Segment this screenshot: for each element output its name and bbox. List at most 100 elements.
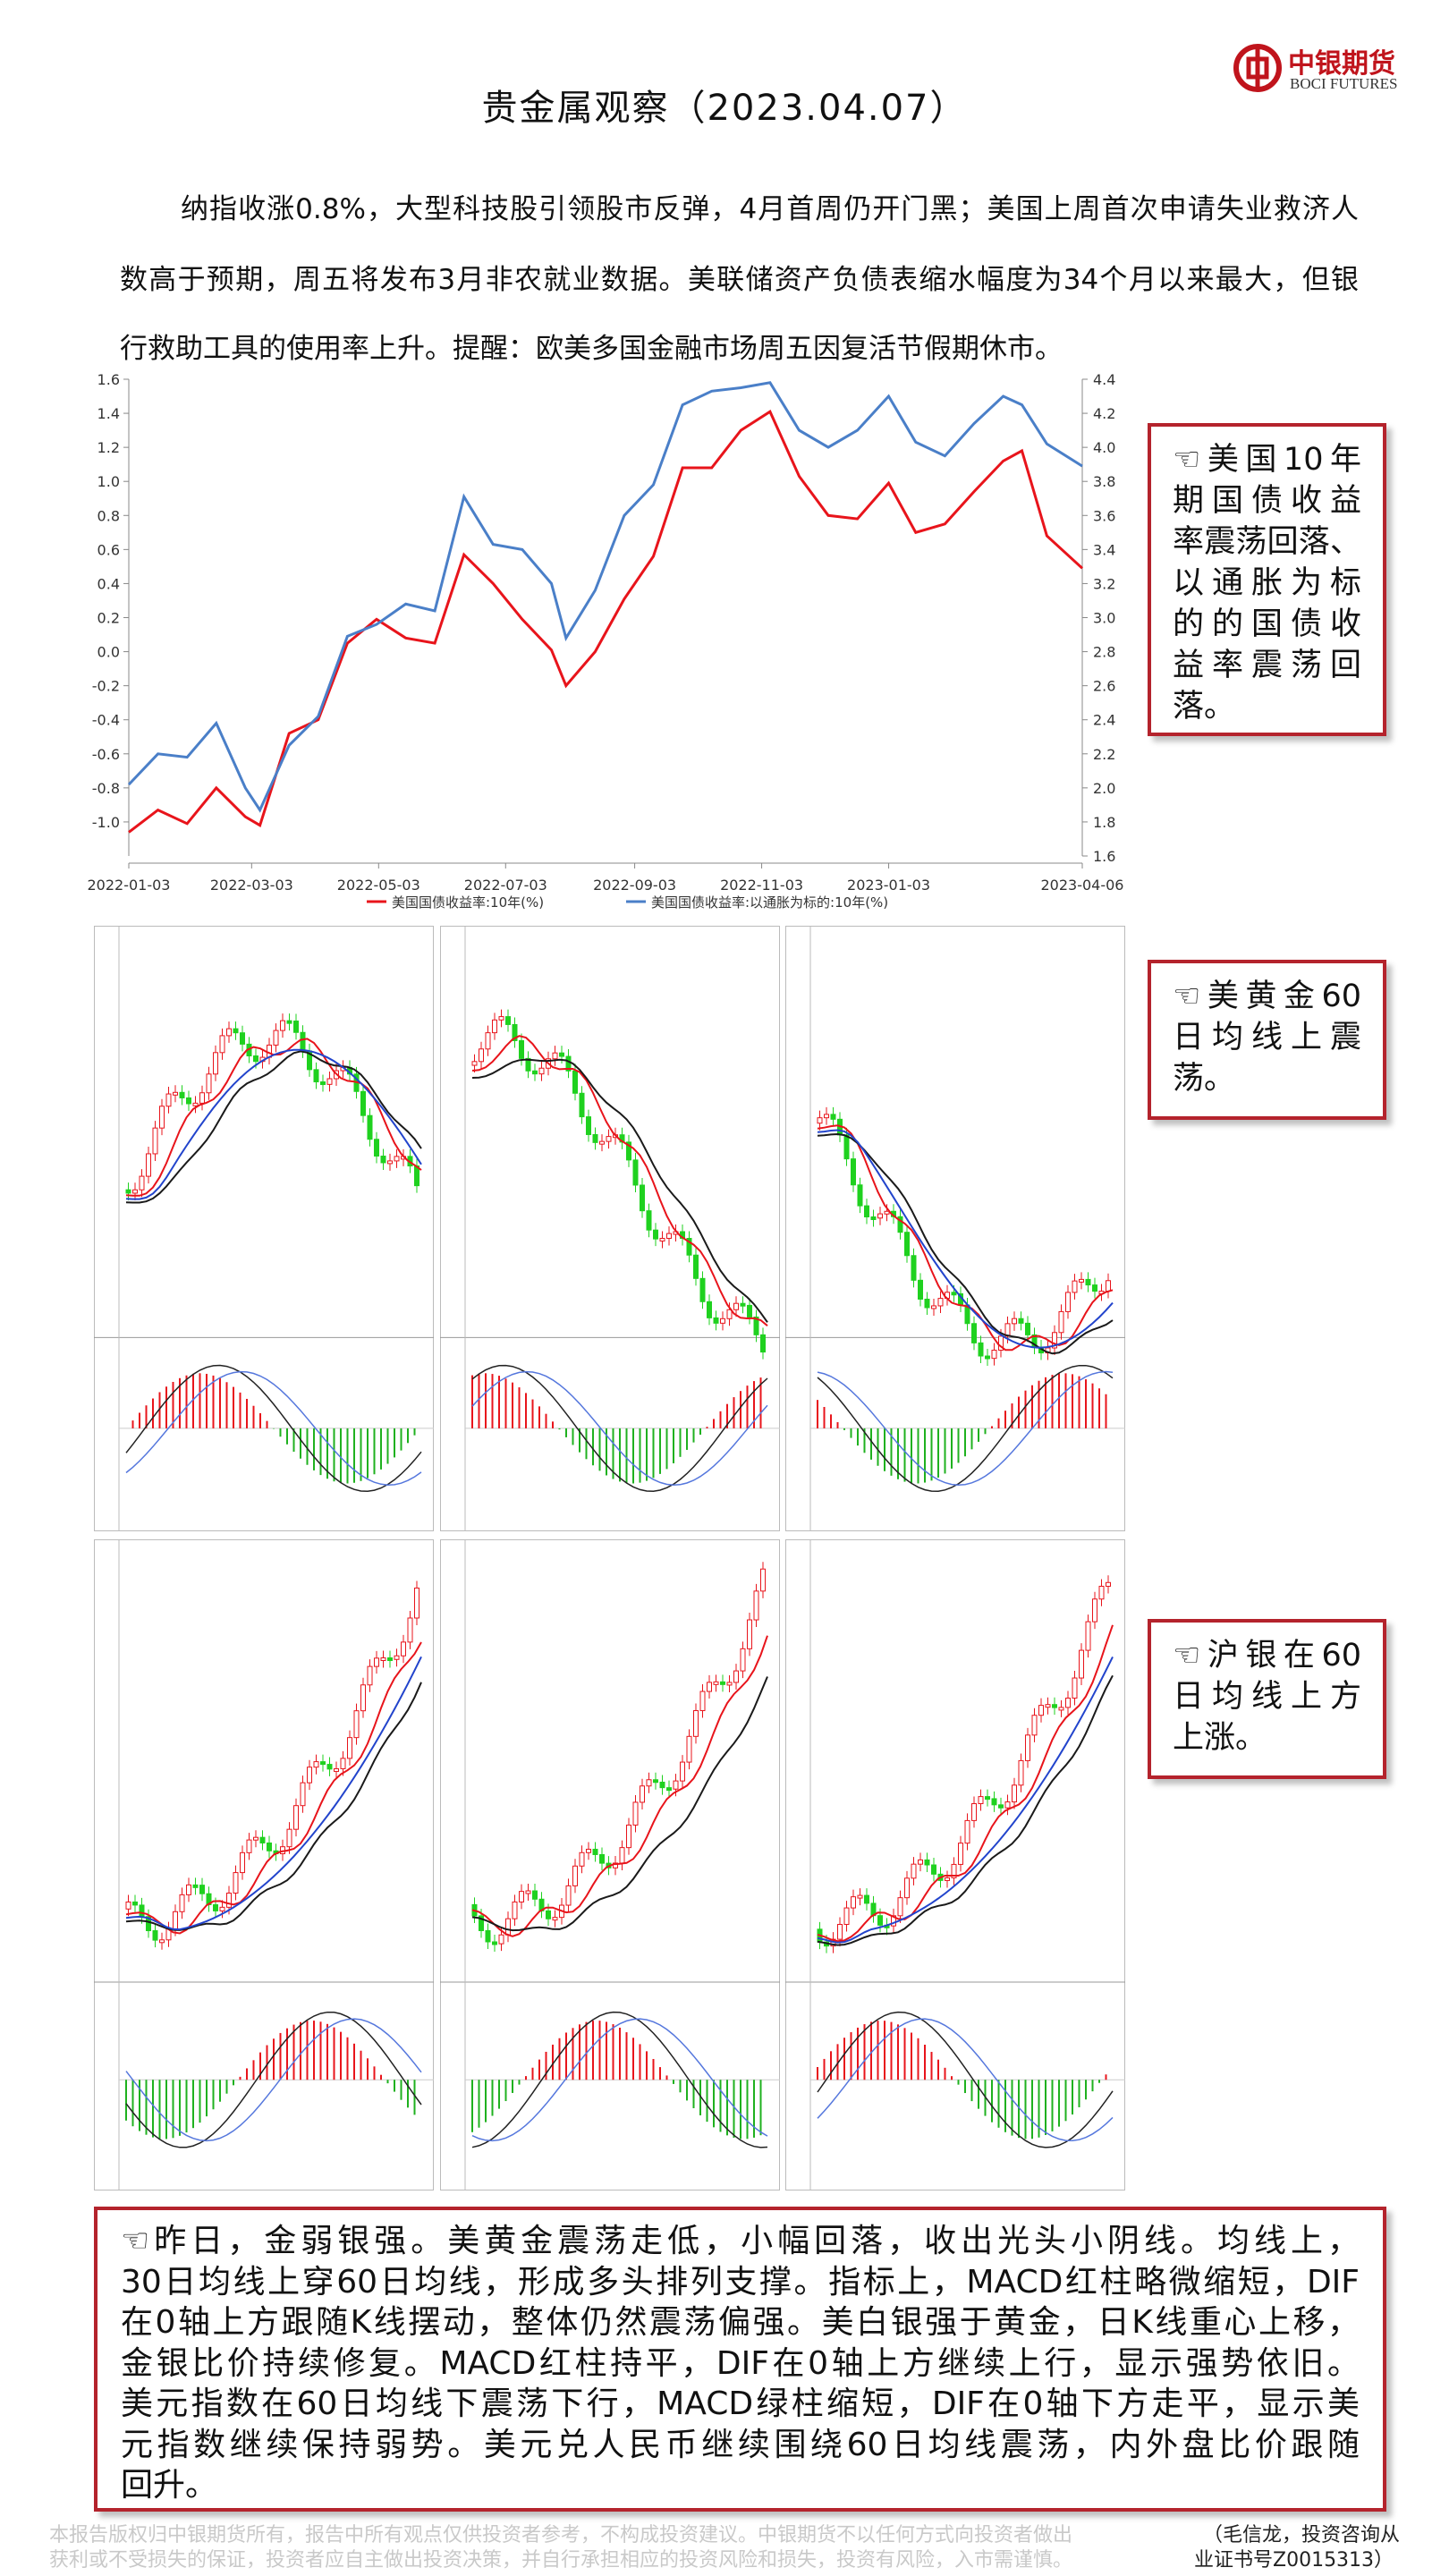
candle-body — [659, 1781, 665, 1789]
candle-body — [971, 1323, 977, 1343]
candle-body — [753, 1316, 759, 1335]
moving-average — [471, 1635, 768, 1937]
intro-line: 纳指收涨0.8%，大型科技股引领股市反弹，4月首周仍开门黑；美国上周首次申请失业… — [181, 193, 1359, 225]
candle-body — [659, 1237, 665, 1241]
candle-body — [843, 1134, 850, 1160]
candle-body — [991, 1350, 997, 1360]
y-tick-label: 0.6 — [97, 541, 120, 558]
candle-body — [374, 1139, 379, 1157]
candle-body — [273, 1030, 279, 1046]
candle-body — [851, 1896, 856, 1909]
candle-body — [817, 1117, 823, 1124]
candle-body — [699, 1277, 706, 1302]
candle-body — [1031, 1715, 1038, 1736]
y2-tick-label: 2.0 — [1093, 780, 1115, 797]
candle-body — [479, 1048, 484, 1063]
candle-body — [572, 1865, 578, 1886]
note-line: 的的国债收 — [1173, 606, 1361, 642]
y2-tick-label: 1.8 — [1093, 814, 1115, 831]
candle-body — [726, 1682, 733, 1686]
candle-body — [606, 1136, 612, 1142]
y-tick-label: -0.8 — [92, 780, 120, 797]
kline-panel — [94, 926, 434, 1531]
candle-body — [632, 1801, 639, 1826]
note-line: 期国债收益 — [1173, 483, 1361, 519]
y-tick-label: 1.2 — [97, 439, 120, 456]
candle-body — [971, 1803, 977, 1821]
x-tick-label: 2022-03-03 — [210, 877, 293, 894]
candle-body — [951, 1863, 957, 1878]
summary-line: 元指数继续保持弱势。美元兑人民币继续围绕60日均线震荡，内外盘比价跟随 — [121, 2426, 1360, 2463]
candle-body — [586, 1848, 591, 1853]
candle-body — [146, 1153, 151, 1177]
candle-body — [1025, 1322, 1030, 1335]
candle-body — [747, 1619, 752, 1649]
author: （毛信龙，投资咨询从 — [1203, 2524, 1401, 2546]
macd-dea — [125, 2018, 422, 2142]
candle-body — [186, 1097, 191, 1105]
candle-body — [693, 1709, 699, 1737]
candle-body — [505, 1016, 511, 1025]
candle-body — [139, 1175, 145, 1191]
candle-body — [653, 1779, 658, 1784]
candle-body — [233, 1872, 239, 1894]
panel-frame — [785, 1539, 1125, 2190]
candle-body — [380, 1156, 386, 1164]
macd-dif — [471, 1364, 768, 1492]
candle-body — [293, 1805, 299, 1830]
candle-body — [897, 1216, 903, 1233]
candle-body — [1012, 1318, 1017, 1325]
candle-body — [407, 1617, 413, 1643]
candle-body — [139, 1904, 145, 1918]
y-tick-label: 0.4 — [97, 575, 120, 592]
note-line: 日均线上方 — [1173, 1679, 1361, 1715]
candle-body — [380, 1657, 386, 1661]
candle-body — [991, 1798, 997, 1806]
candle-body — [733, 1302, 739, 1310]
candle-body — [857, 1184, 863, 1207]
macd-dif — [817, 2011, 1114, 2148]
candle-body — [666, 1233, 672, 1239]
candle-body — [673, 1780, 679, 1790]
candle-body — [360, 1090, 366, 1116]
candle-body — [1085, 1278, 1091, 1286]
y-tick-label: -0.6 — [92, 746, 120, 763]
intro-line: 数高于预期，周五将发布3月非农就业数据。美联储资产负债表缩水幅度为34个月以来最… — [120, 264, 1359, 296]
candle-body — [519, 1891, 524, 1902]
candle-body — [666, 1787, 672, 1792]
candle-body — [186, 1884, 191, 1895]
title: 贵金属观察（2023.04.07） — [481, 88, 968, 129]
candle-body — [387, 1657, 393, 1661]
y-tick-label: 0.8 — [97, 507, 120, 524]
candle-body — [720, 1681, 725, 1685]
moving-average — [817, 1674, 1114, 1946]
candle-body — [286, 1020, 292, 1024]
note-line: 以通胀为标 — [1173, 565, 1361, 601]
candle-body — [367, 1665, 373, 1686]
kline-panel — [440, 1539, 780, 2190]
note-line: 落。 — [1173, 689, 1236, 724]
y-tick-label: -0.2 — [92, 678, 120, 695]
candle-body — [532, 1070, 538, 1075]
note-box: ☜沪银在60 日均线上方 上涨。 — [1148, 1619, 1386, 1779]
candle-body — [565, 1885, 572, 1906]
candle-body — [646, 1779, 652, 1787]
y-tick-label: 0.2 — [97, 610, 120, 627]
candle-body — [498, 1016, 504, 1021]
candle-body — [760, 1568, 766, 1592]
candle-body — [904, 1877, 910, 1899]
candle-body — [1012, 1784, 1017, 1803]
candle-body — [572, 1070, 578, 1094]
candle-body — [837, 1924, 843, 1940]
moving-average — [471, 1058, 768, 1323]
candle-body — [619, 1847, 625, 1864]
disclaimer: 本报告版权归中银期货所有，报告中所有观点仅供投资者参考，不构成投资建议。中银期货… — [49, 2524, 1073, 2546]
candle-body — [985, 1796, 990, 1801]
x-tick-label: 2022-09-03 — [593, 877, 676, 894]
candle-body — [165, 1093, 172, 1107]
candle-body — [870, 1216, 877, 1221]
candle-body — [592, 1133, 598, 1143]
candle-body — [320, 1081, 326, 1086]
candle-body — [626, 1141, 631, 1161]
